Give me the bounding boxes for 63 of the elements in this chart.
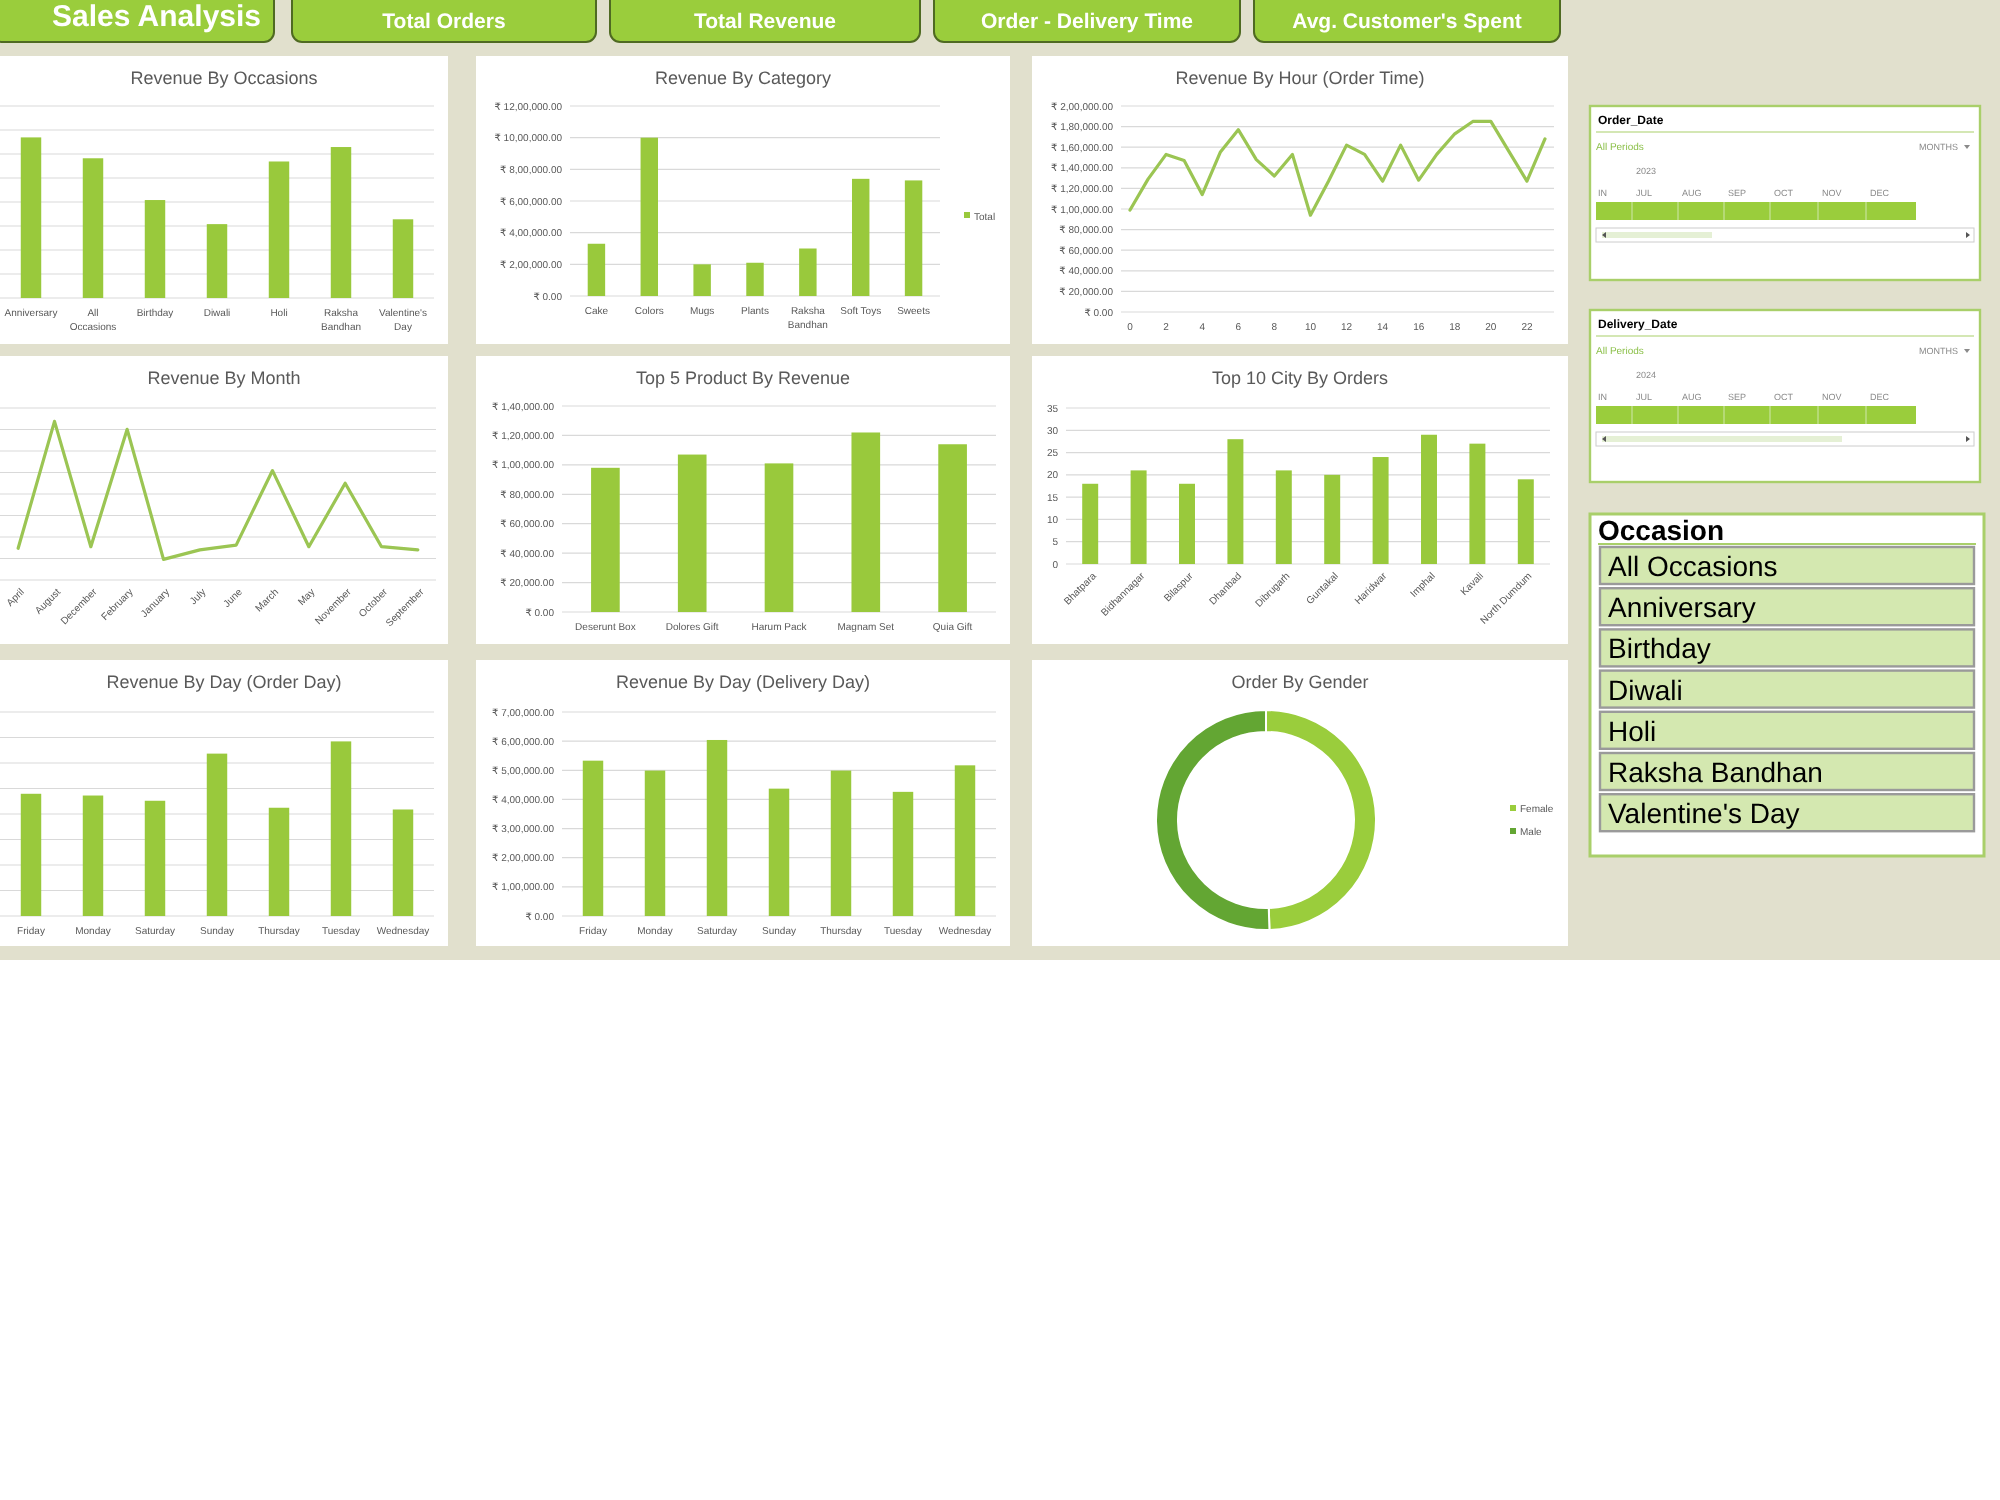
bar — [392, 219, 414, 298]
bar — [268, 161, 290, 298]
text: Valentine's Day — [1608, 797, 1800, 830]
bar — [1082, 483, 1099, 564]
text: Raksha Bandhan — [1608, 756, 1823, 788]
chart-title: Revenue By Hour (Order Time) — [1175, 68, 1425, 88]
bar — [677, 454, 707, 612]
bar — [82, 158, 104, 298]
bar — [746, 262, 764, 296]
bar — [892, 791, 914, 916]
bar — [330, 741, 352, 916]
bar — [330, 147, 352, 298]
bar — [206, 224, 228, 298]
chart-title: Revenue By Month — [147, 368, 301, 388]
bar — [82, 795, 104, 916]
bar — [20, 793, 42, 916]
bar — [851, 432, 881, 612]
text: Order - Delivery Time — [980, 10, 1194, 34]
bar — [640, 137, 659, 296]
bar — [644, 770, 666, 916]
bar — [1421, 434, 1437, 564]
text: Occasion — [1598, 514, 1725, 546]
bar — [938, 444, 967, 612]
chart-title: Order By Gender — [1231, 672, 1369, 692]
text: Total Revenue — [694, 10, 837, 34]
bar — [591, 467, 620, 612]
text: Holi — [1608, 714, 1657, 747]
bar — [1469, 443, 1486, 564]
bar — [799, 248, 817, 296]
chart-title: Revenue By Occasions — [130, 68, 319, 88]
bar — [1179, 483, 1195, 564]
chart-title: Top 10 City By Orders — [1211, 368, 1390, 388]
bar — [392, 809, 414, 916]
bar — [1372, 457, 1389, 564]
bar — [1130, 470, 1147, 564]
chart-title: Revenue By Day (Order Day) — [106, 672, 342, 692]
bar — [904, 180, 923, 296]
line-series — [1128, 119, 1547, 217]
bar — [1227, 439, 1244, 564]
bar — [144, 800, 166, 916]
chart-title: Top 5 Product By Revenue — [635, 368, 851, 388]
text: Total Orders — [382, 10, 506, 34]
bar — [1324, 474, 1341, 564]
chart-title: Revenue By Category — [654, 68, 833, 88]
text: Avg. Customer's Spent — [1292, 10, 1523, 34]
bar — [587, 243, 606, 296]
text: Sales Analysis — [52, 0, 262, 34]
bar — [851, 178, 870, 296]
bar — [144, 200, 166, 298]
bar — [1517, 479, 1534, 564]
bar — [693, 264, 711, 296]
bar — [206, 753, 228, 916]
bar — [20, 137, 42, 298]
chart-title: Revenue By Day (Delivery Day) — [615, 672, 871, 692]
bar — [954, 765, 976, 916]
bar — [1275, 470, 1292, 564]
bar — [706, 739, 728, 916]
bar — [268, 807, 290, 916]
bar — [764, 463, 794, 612]
bar — [582, 760, 604, 916]
text: Diwali — [1608, 673, 1683, 706]
bar — [830, 770, 852, 916]
bar — [768, 788, 790, 916]
